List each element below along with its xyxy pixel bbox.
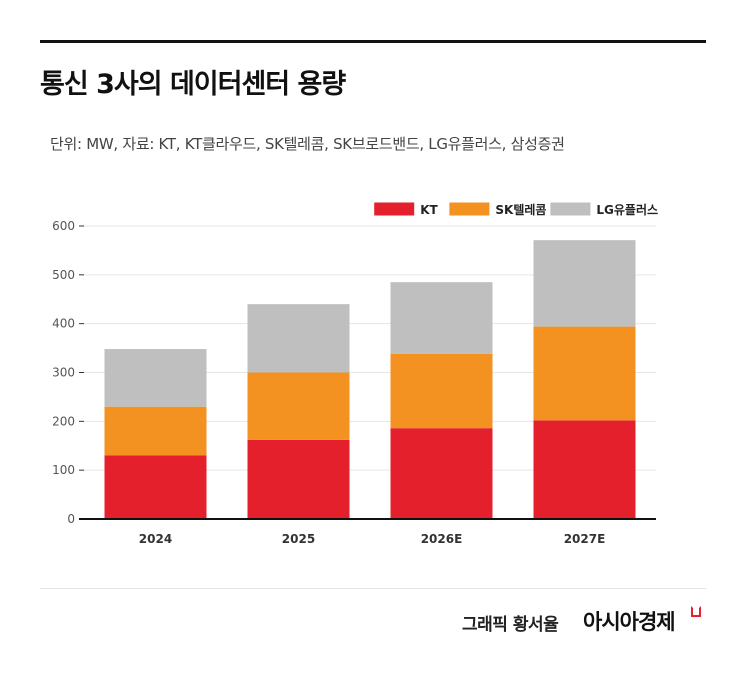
page-title: 통신 3사의 데이터센터 용량	[40, 69, 346, 100]
brand-logo-text: 아시아경제	[583, 610, 676, 634]
bar-segment	[104, 406, 207, 456]
y-tick-label: 0	[67, 512, 75, 526]
y-tick-label: 500	[52, 268, 75, 282]
legend-swatch	[449, 202, 490, 216]
bar-segment	[533, 420, 636, 519]
legend-swatch	[550, 202, 591, 216]
bar-segment	[104, 455, 207, 519]
x-axis: 2024 2025 2026E 2027E	[139, 532, 606, 546]
y-tick-label: 200	[52, 414, 75, 428]
bar-segment	[390, 353, 493, 429]
x-tick-label: 2027E	[564, 532, 606, 546]
legend-swatch	[374, 202, 415, 216]
legend-label: SK텔레콤	[495, 202, 546, 217]
bottom-rule	[40, 588, 706, 589]
bar-segment	[533, 326, 636, 421]
bar-segment	[247, 372, 350, 440]
bar-segment	[390, 282, 493, 354]
chart-bars	[104, 240, 636, 519]
bar-segment	[247, 439, 350, 519]
y-axis: 0 100 200 300 400 500 600	[52, 219, 84, 526]
y-tick-label: 100	[52, 463, 75, 477]
bar-segment	[104, 349, 207, 407]
bar-segment	[247, 304, 350, 373]
top-rule	[40, 40, 706, 43]
y-tick-label: 600	[52, 219, 75, 233]
legend-label: LG유플러스	[596, 202, 658, 217]
bar-segment	[533, 240, 636, 327]
x-tick-label: 2025	[282, 532, 315, 546]
chart-legend: KT SK텔레콤 LG유플러스	[374, 202, 658, 217]
x-tick-label: 2024	[139, 532, 172, 546]
bar-segment	[390, 428, 493, 519]
chart-source-note: 단위: MW, 자료: KT, KT클라우드, SK텔레콤, SK브로드밴드, …	[50, 135, 565, 153]
legend-label: KT	[420, 203, 438, 217]
brand-logo-icon	[691, 606, 701, 617]
graphic-credit: 그래픽 황서율	[462, 615, 559, 635]
y-tick-label: 400	[52, 317, 75, 331]
x-tick-label: 2026E	[421, 532, 463, 546]
y-tick-label: 300	[52, 366, 75, 380]
